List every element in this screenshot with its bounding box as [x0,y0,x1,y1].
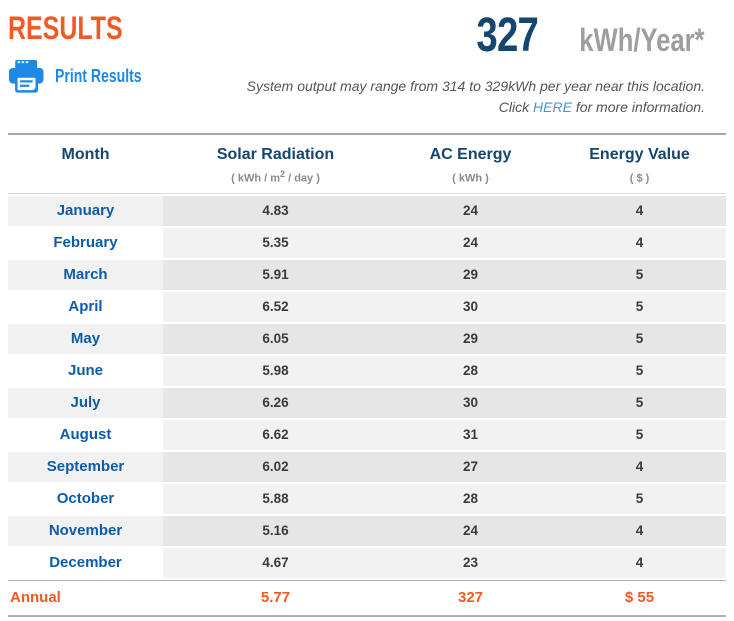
table-row: November 5.16 24 4 [8,515,726,546]
energy-value-cell: 5 [553,483,726,514]
month-cell: March [8,259,163,290]
annual-energy-value: $ 55 [553,579,726,617]
output-range-line1: System output may range from 314 to 329k… [246,78,705,94]
table-row: July 6.26 30 5 [8,387,726,418]
table-row: March 5.91 29 5 [8,259,726,290]
results-table: Month Solar Radiation ( kWh / m2 / day )… [8,131,726,619]
solar-radiation-cell: 5.35 [163,227,388,258]
energy-value-cell: 5 [553,323,726,354]
ac-energy-cell: 24 [388,515,553,546]
ac-energy-cell: 27 [388,451,553,482]
energy-value-cell: 5 [553,259,726,290]
ac-energy-cell: 28 [388,483,553,514]
print-results-button[interactable]: Print Results [8,60,166,93]
table-row: June 5.98 28 5 [8,355,726,386]
table-row: February 5.35 24 4 [8,227,726,258]
column-header-energy-value: Energy Value ( $ ) [553,133,726,194]
annual-output-unit: kWh/Year* [579,22,705,58]
column-header-month: Month [8,133,163,194]
month-cell: September [8,451,163,482]
ac-energy-cell: 23 [388,547,553,578]
table-body: January 4.83 24 4 February 5.35 24 4 March 5.91 29… [8,195,726,578]
ac-energy-cell: 31 [388,419,553,450]
solar-radiation-cell: 4.83 [163,195,388,226]
month-cell: August [8,419,163,450]
ac-energy-cell: 29 [388,259,553,290]
month-cell: April [8,291,163,322]
column-header-solar-radiation: Solar Radiation ( kWh / m2 / day ) [163,133,388,194]
solar-radiation-cell: 6.26 [163,387,388,418]
month-cell: December [8,547,163,578]
energy-value-cell: 4 [553,227,726,258]
table-row: August 6.62 31 5 [8,419,726,450]
annual-solar-radiation: 5.77 [163,579,388,617]
ac-energy-cell: 30 [388,291,553,322]
table-row: October 5.88 28 5 [8,483,726,514]
table-row: September 6.02 27 4 [8,451,726,482]
solar-radiation-cell: 6.52 [163,291,388,322]
table-row: January 4.83 24 4 [8,195,726,226]
energy-value-cell: 5 [553,291,726,322]
energy-value-cell: 4 [553,195,726,226]
annual-output: 327 kWh/Year* [461,8,705,63]
more-info-link[interactable]: HERE [533,99,572,115]
ac-energy-cell: 28 [388,355,553,386]
ac-energy-cell: 24 [388,195,553,226]
solar-radiation-cell: 6.62 [163,419,388,450]
month-cell: November [8,515,163,546]
annual-ac-energy: 327 [388,579,553,617]
month-cell: October [8,483,163,514]
output-range-note: System output may range from 314 to 329k… [247,76,705,118]
solar-radiation-cell: 6.02 [163,451,388,482]
energy-value-cell: 4 [553,547,726,578]
page-title: RESULTS [8,10,155,47]
table-row: December 4.67 23 4 [8,547,726,578]
page-title-text: RESULTS [8,10,123,46]
ac-energy-cell: 29 [388,323,553,354]
column-header-ac-energy: AC Energy ( kWh ) [388,133,553,194]
month-cell: January [8,195,163,226]
table-row: May 6.05 29 5 [8,323,726,354]
printer-icon [8,60,46,93]
ac-energy-cell: 30 [388,387,553,418]
energy-value-cell: 4 [553,451,726,482]
print-results-label: Print Results [55,66,142,86]
month-cell: February [8,227,163,258]
solar-radiation-cell: 6.05 [163,323,388,354]
energy-value-cell: 5 [553,355,726,386]
solar-radiation-cell: 5.88 [163,483,388,514]
energy-value-cell: 4 [553,515,726,546]
solar-radiation-cell: 5.98 [163,355,388,386]
month-cell: May [8,323,163,354]
results-header: RESULTS Print Results 327 kWh/Year* Syst… [0,0,734,131]
solar-radiation-cell: 5.16 [163,515,388,546]
energy-value-cell: 5 [553,387,726,418]
solar-radiation-cell: 5.91 [163,259,388,290]
energy-value-cell: 5 [553,419,726,450]
month-cell: July [8,387,163,418]
solar-radiation-cell: 4.67 [163,547,388,578]
month-cell: June [8,355,163,386]
ac-energy-cell: 24 [388,227,553,258]
annual-label: Annual [8,579,163,617]
annual-output-value: 327 [476,9,539,62]
table-header: Month Solar Radiation ( kWh / m2 / day )… [8,133,726,194]
annual-row: Annual 5.77 327 $ 55 [8,579,726,617]
table-row: April 6.52 30 5 [8,291,726,322]
output-range-line2: Click HERE for more information. [498,99,705,115]
